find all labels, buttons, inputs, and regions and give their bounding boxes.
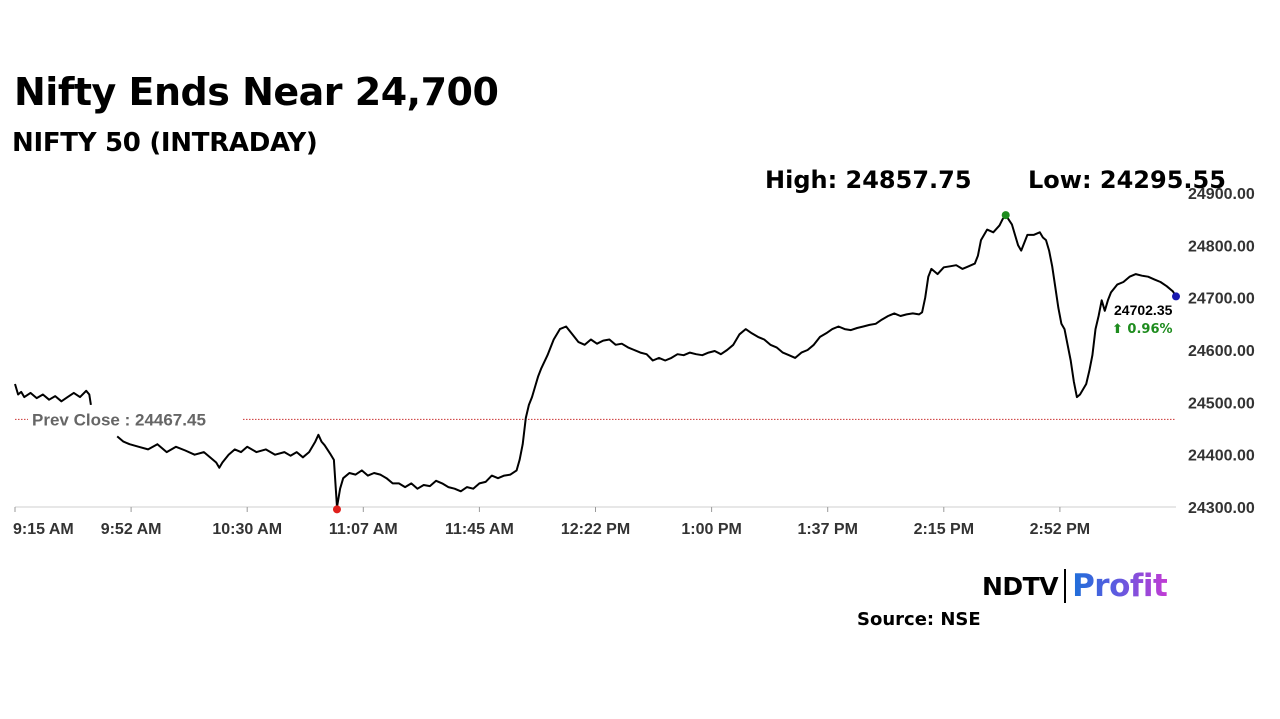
chart-title: Nifty Ends Near 24,700 — [14, 70, 499, 114]
y-tick-label: 24900.00 — [1188, 186, 1255, 203]
brand-divider — [1064, 569, 1067, 603]
last-price-marker — [1172, 292, 1180, 301]
brand-ndtv: NDTV — [982, 571, 1059, 601]
x-tick-label: 9:15 AM — [13, 521, 74, 538]
price-line — [14, 383, 92, 406]
day-low-label: Low: 24295.55 — [1028, 166, 1226, 194]
ndtv-profit-logo: NDTV Profit — [982, 566, 1168, 606]
day-low-marker — [332, 505, 341, 514]
y-tick-label: 24300.00 — [1188, 500, 1255, 517]
x-tick-label: 2:52 PM — [1030, 521, 1090, 538]
x-tick-label: 2:15 PM — [914, 521, 974, 538]
brand-profit: Profit — [1072, 568, 1168, 604]
price-line — [116, 214, 1177, 508]
x-tick-label: 11:07 AM — [329, 521, 398, 538]
chart-subtitle: NIFTY 50 (INTRADAY) — [12, 128, 318, 158]
last-price-label: 24702.35 — [1114, 302, 1173, 318]
x-tick-label: 10:30 AM — [212, 521, 282, 538]
y-tick-label: 24500.00 — [1188, 395, 1255, 412]
x-tick-label: 1:00 PM — [681, 521, 741, 538]
x-tick-label: 11:45 AM — [445, 521, 514, 538]
y-tick-label: 24400.00 — [1188, 448, 1255, 465]
y-tick-label: 24700.00 — [1188, 291, 1255, 308]
y-tick-label: 24600.00 — [1188, 343, 1255, 360]
x-tick-label: 12:22 PM — [561, 521, 630, 538]
change-percent-label: ⬆ 0.96% — [1112, 322, 1173, 337]
day-high-label: High: 24857.75 — [765, 166, 972, 194]
prev-close-label-bg — [28, 408, 242, 431]
day-high-marker — [1001, 211, 1010, 220]
prev-close-label: Prev Close : 24467.45 — [32, 410, 206, 429]
y-tick-label: 24800.00 — [1188, 238, 1255, 255]
source-label: Source: NSE — [857, 609, 981, 630]
x-tick-label: 1:37 PM — [797, 521, 857, 538]
x-tick-label: 9:52 AM — [101, 521, 162, 538]
